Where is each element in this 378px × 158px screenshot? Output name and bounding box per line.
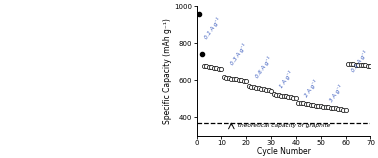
Text: 2 A g⁻¹: 2 A g⁻¹ <box>304 79 319 98</box>
Text: 0.3 A g⁻¹: 0.3 A g⁻¹ <box>229 42 248 66</box>
Text: theoretical capacity of graphite: theoretical capacity of graphite <box>234 123 330 128</box>
X-axis label: Cycle Number: Cycle Number <box>257 147 310 156</box>
Text: 0.6 A g⁻¹: 0.6 A g⁻¹ <box>254 55 273 79</box>
Text: 1 A g⁻¹: 1 A g⁻¹ <box>279 69 294 89</box>
Y-axis label: Specific Capacity (mAh g⁻¹): Specific Capacity (mAh g⁻¹) <box>163 18 172 124</box>
Text: 0.1 A g⁻¹: 0.1 A g⁻¹ <box>203 16 222 40</box>
Text: 3 A g⁻¹: 3 A g⁻¹ <box>328 83 344 103</box>
Text: 0.1 A g⁻¹: 0.1 A g⁻¹ <box>350 49 370 73</box>
